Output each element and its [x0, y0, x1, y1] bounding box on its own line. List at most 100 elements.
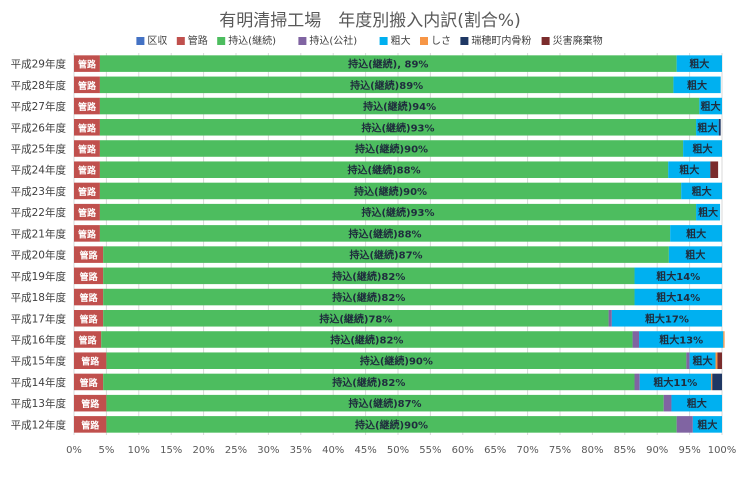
data-label: 持込(継続)82%: [332, 376, 405, 389]
data-label: 管路: [78, 144, 97, 156]
bar-segment: [710, 373, 713, 391]
data-label: 管路: [78, 80, 97, 92]
data-label: 管路: [80, 271, 99, 283]
bar-segment: [689, 352, 716, 369]
bar-segment: [99, 182, 682, 200]
bar-segment: [718, 119, 721, 136]
bar-segment: [696, 119, 719, 136]
bar-segment: [639, 373, 711, 391]
category-label: 平成24年度: [11, 164, 67, 177]
bar-segment: [632, 331, 640, 348]
bar-segment: [99, 140, 684, 157]
bar-segment: [712, 373, 722, 391]
data-label: 粗大: [679, 164, 699, 177]
bar-segment: [99, 161, 669, 178]
bar-segment: [710, 161, 719, 178]
chart-title: 有明清掃工場 年度別搬入内訳(割合%): [219, 11, 520, 31]
data-label: 管路: [81, 356, 100, 368]
data-label: 粗大: [698, 206, 718, 219]
data-label: 粗大11%: [653, 376, 697, 389]
data-label: 管路: [78, 228, 97, 240]
bar-segment: [74, 352, 107, 369]
legend-label: 区収: [147, 35, 167, 47]
data-label: 粗大: [686, 227, 706, 240]
x-tick-label: 10%: [128, 445, 150, 456]
legend-label: 災害廃棄物: [553, 34, 603, 47]
data-label: 持込(継続)82%: [332, 291, 405, 304]
bar-segment: [663, 394, 672, 412]
category-label: 平成27年度: [11, 100, 67, 113]
legend-swatch: [541, 37, 550, 45]
category-label: 平成19年度: [11, 270, 67, 283]
legend-swatch: [420, 37, 428, 45]
data-label: 粗大14%: [656, 291, 700, 304]
data-label: 管路: [78, 207, 97, 219]
bar-segment: [103, 310, 609, 327]
data-label: 管路: [80, 313, 99, 325]
x-tick-label: 80%: [581, 445, 603, 456]
category-label: 平成20年度: [11, 249, 67, 262]
data-label: 持込(継続)87%: [349, 397, 422, 410]
data-label: 管路: [79, 335, 98, 347]
data-label: 持込(継続)90%: [354, 185, 427, 198]
x-tick-label: 90%: [646, 445, 668, 456]
data-label: 管路: [78, 165, 97, 177]
data-label: 持込(継続)88%: [349, 227, 422, 240]
category-label: 平成28年度: [11, 79, 67, 92]
bar-segment: [99, 203, 697, 221]
bar-segment: [74, 97, 100, 115]
x-tick-label: 100%: [708, 445, 737, 456]
x-tick-label: 70%: [516, 445, 538, 456]
bar-segment: [74, 246, 104, 263]
x-tick-label: 95%: [678, 445, 700, 456]
bar-segment: [715, 352, 718, 369]
legend-label: 持込(継続): [228, 34, 276, 47]
bar-segment: [99, 97, 700, 115]
x-tick-label: 20%: [192, 445, 214, 456]
bar-segment: [74, 394, 107, 412]
bar-segment: [608, 310, 612, 327]
data-label: 持込(継続)90%: [355, 143, 428, 156]
legend-label: 管路: [188, 34, 208, 47]
bar-segment: [99, 55, 677, 72]
bar-segment: [103, 246, 669, 263]
data-label: 管路: [80, 377, 99, 389]
data-label: 持込(継続)90%: [355, 418, 428, 431]
category-label: 平成12年度: [11, 418, 67, 431]
data-label: 持込(継続)78%: [319, 312, 392, 325]
data-label: 管路: [80, 292, 99, 304]
bar-segment: [668, 246, 722, 263]
bar-segment: [673, 76, 721, 94]
category-label: 平成15年度: [11, 355, 67, 368]
bar-segment: [99, 225, 671, 242]
data-label: 粗大: [701, 100, 721, 113]
bar-segment: [103, 267, 635, 285]
data-label: 持込(継続)94%: [363, 100, 436, 113]
bar-segment: [74, 119, 100, 136]
bar-segment: [634, 373, 640, 391]
data-label: 粗大: [693, 143, 713, 156]
bar-segment: [106, 352, 687, 369]
data-label: 管路: [78, 59, 97, 71]
legend-swatch: [176, 37, 185, 45]
x-tick-label: 0%: [66, 445, 82, 456]
x-tick-label: 40%: [322, 445, 344, 456]
x-tick-label: 85%: [614, 445, 636, 456]
x-tick-label: 65%: [484, 445, 506, 456]
data-label: 管路: [81, 398, 100, 410]
data-label: 持込(継続)89%: [350, 79, 423, 92]
category-label: 平成23年度: [11, 185, 67, 198]
data-label: 粗大: [697, 121, 717, 134]
x-tick-label: 45%: [354, 445, 376, 456]
category-label: 平成18年度: [11, 291, 67, 304]
legend-swatch: [298, 37, 307, 45]
x-tick-label: 60%: [452, 445, 474, 456]
bar-segment: [671, 394, 722, 412]
data-label: 持込(継続)82%: [332, 270, 405, 283]
data-label: 粗大: [697, 418, 717, 431]
bar-segment: [74, 310, 104, 327]
legend-label: 粗大: [391, 34, 411, 47]
category-label: 平成13年度: [11, 397, 67, 410]
